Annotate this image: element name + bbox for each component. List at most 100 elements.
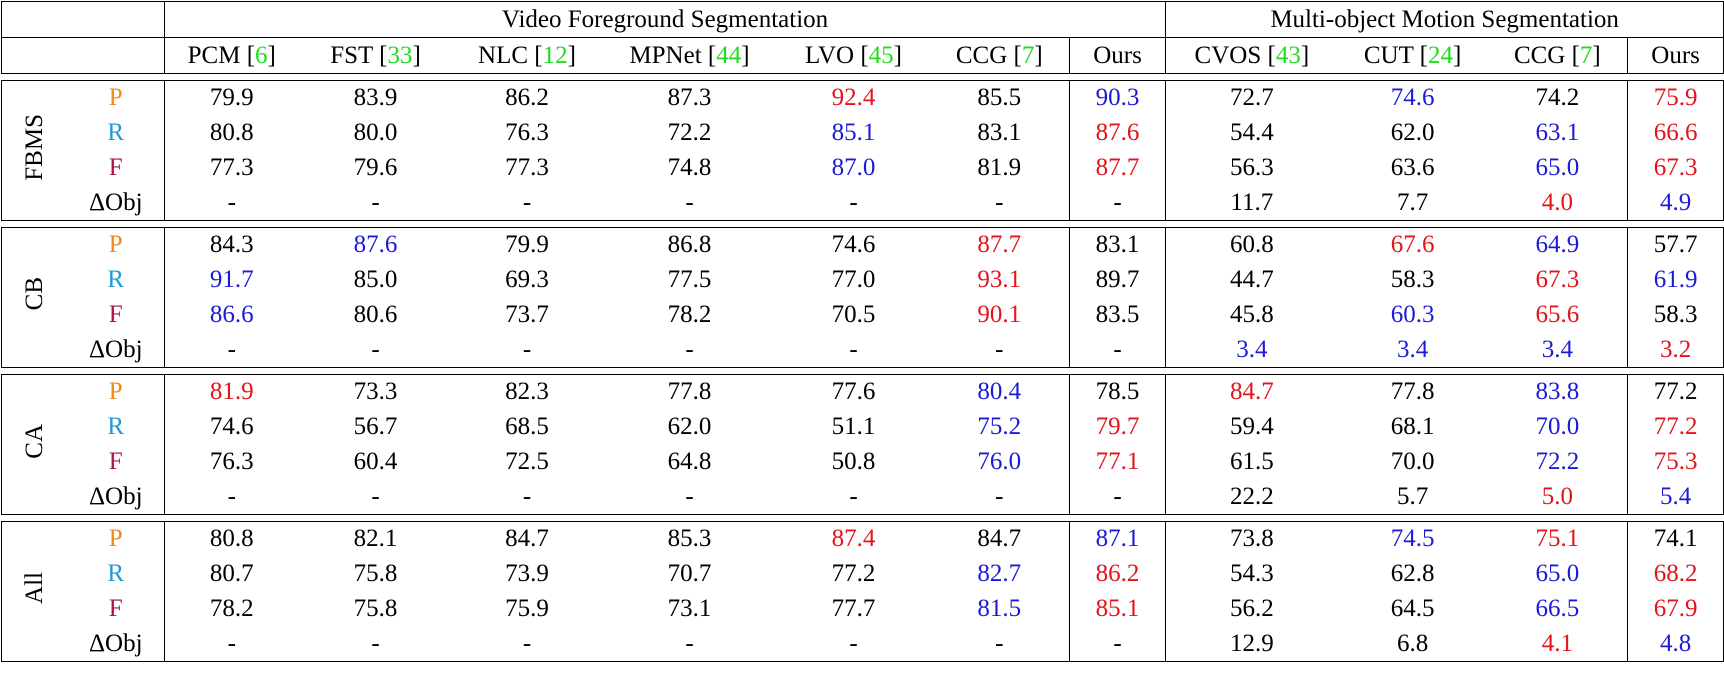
score-cell: 65.0 bbox=[1487, 150, 1629, 186]
score-cell: - bbox=[601, 479, 778, 515]
score-cell: 84.3 bbox=[164, 227, 299, 263]
score-cell: 69.3 bbox=[505, 266, 549, 293]
column-header: CCG [7] bbox=[1487, 37, 1629, 74]
score-cell: 74.6 bbox=[1337, 80, 1488, 116]
score-cell: 87.1 bbox=[1069, 521, 1167, 557]
column-header: FST [33] bbox=[298, 37, 453, 74]
citation: 12 bbox=[542, 41, 568, 69]
score-cell: 84.7 bbox=[452, 521, 602, 557]
score-cell: 86.2 bbox=[1069, 556, 1167, 592]
score-cell: 74.8 bbox=[667, 154, 712, 181]
score-cell: - bbox=[298, 626, 453, 662]
score-cell: 4.1 bbox=[1487, 626, 1629, 662]
score-cell: 85.0 bbox=[353, 266, 398, 293]
score-cell: - bbox=[601, 332, 778, 368]
score-cell: 75.2 bbox=[929, 409, 1070, 445]
column-header: CCG [7] bbox=[929, 37, 1070, 74]
score-cell: 77.6 bbox=[777, 374, 930, 410]
score-cell: - bbox=[777, 479, 930, 515]
score-cell: 44.7 bbox=[1229, 266, 1274, 293]
group-header: Video Foreground Segmentation bbox=[164, 1, 1167, 38]
score-cell: - bbox=[298, 332, 453, 368]
score-cell: 61.5 bbox=[1229, 448, 1274, 475]
score-cell: 75.1 bbox=[1487, 521, 1629, 557]
score-cell: 56.7 bbox=[353, 413, 398, 440]
metric-label: F bbox=[67, 150, 165, 186]
score-cell: 5.7 bbox=[1337, 479, 1488, 515]
metric-label: ΔObj bbox=[67, 479, 165, 515]
score-cell: - bbox=[1069, 479, 1167, 515]
score-cell: 65.6 bbox=[1487, 297, 1629, 333]
score-cell: 72.5 bbox=[505, 448, 549, 475]
score-cell: 62.0 bbox=[667, 413, 712, 440]
score-cell: 73.9 bbox=[505, 560, 549, 587]
column-header: Ours bbox=[1069, 37, 1167, 74]
score-cell: 85.5 bbox=[929, 80, 1070, 116]
score-cell: 4.9 bbox=[1627, 185, 1724, 221]
score-cell: 5.4 bbox=[1627, 479, 1724, 515]
score-cell: 62.0 bbox=[1390, 119, 1435, 146]
score-cell: 87.6 bbox=[1069, 115, 1167, 151]
score-cell: 77.8 bbox=[1337, 374, 1488, 410]
score-cell: 77.7 bbox=[831, 595, 876, 622]
score-cell: 67.6 bbox=[1337, 227, 1488, 263]
score-cell: 66.6 bbox=[1627, 115, 1724, 151]
metric-label: R bbox=[67, 262, 165, 298]
score-cell: 56.2 bbox=[1229, 595, 1274, 622]
column-header: MPNet [44] bbox=[601, 37, 778, 74]
score-cell: 74.2 bbox=[1487, 80, 1629, 116]
spacer bbox=[2, 368, 1724, 375]
score-cell: 83.1 bbox=[1069, 227, 1167, 263]
score-cell: - bbox=[777, 626, 930, 662]
score-cell: 72.2 bbox=[1487, 444, 1629, 480]
column-header: CVOS [43] bbox=[1165, 37, 1338, 74]
score-cell: 89.7 bbox=[1069, 262, 1167, 298]
score-cell: - bbox=[929, 332, 1070, 368]
score-cell: 80.6 bbox=[353, 301, 398, 328]
score-cell: - bbox=[777, 185, 930, 221]
score-cell: 83.1 bbox=[929, 115, 1070, 151]
score-cell: 70.5 bbox=[831, 301, 876, 328]
score-cell: 77.2 bbox=[1627, 409, 1724, 445]
metric-label: F bbox=[67, 444, 165, 480]
score-cell: - bbox=[1069, 185, 1167, 221]
score-cell: - bbox=[298, 479, 453, 515]
score-cell: 63.6 bbox=[1390, 154, 1435, 181]
metric-label: ΔObj bbox=[67, 185, 165, 221]
score-cell: 77.8 bbox=[601, 374, 778, 410]
spacer bbox=[2, 515, 1724, 522]
score-cell: 67.3 bbox=[1487, 262, 1629, 298]
metric-label: P bbox=[67, 374, 165, 410]
score-cell: 73.8 bbox=[1165, 521, 1338, 557]
score-cell: 73.3 bbox=[298, 374, 453, 410]
score-cell: - bbox=[929, 626, 1070, 662]
score-cell: 75.8 bbox=[353, 560, 398, 587]
score-cell: - bbox=[164, 332, 299, 368]
score-cell: 76.3 bbox=[209, 448, 254, 475]
score-cell: 82.1 bbox=[298, 521, 453, 557]
score-cell: 81.9 bbox=[164, 374, 299, 410]
column-header: PCM [6] bbox=[164, 37, 299, 74]
score-cell: - bbox=[601, 185, 778, 221]
score-cell: 75.9 bbox=[505, 595, 549, 622]
metric-label: P bbox=[67, 227, 165, 263]
score-cell: 54.4 bbox=[1229, 119, 1274, 146]
citation: 33 bbox=[387, 41, 413, 69]
citation: 6 bbox=[255, 41, 268, 69]
score-cell: 87.7 bbox=[1069, 150, 1167, 186]
score-cell: 79.9 bbox=[164, 80, 299, 116]
score-cell: 6.8 bbox=[1337, 626, 1488, 662]
score-cell: 64.5 bbox=[1390, 595, 1435, 622]
column-header: CUT [24] bbox=[1337, 37, 1488, 74]
score-cell: 3.4 bbox=[1165, 332, 1338, 368]
score-cell: 74.5 bbox=[1337, 521, 1488, 557]
score-cell: 83.9 bbox=[298, 80, 453, 116]
score-cell: 59.4 bbox=[1229, 413, 1274, 440]
score-cell: 72.2 bbox=[667, 119, 712, 146]
score-cell: - bbox=[298, 185, 453, 221]
score-cell: 70.0 bbox=[1487, 409, 1629, 445]
dataset-label: FBMS bbox=[1, 80, 68, 221]
score-cell: 12.9 bbox=[1165, 626, 1338, 662]
score-cell: 64.8 bbox=[667, 448, 712, 475]
